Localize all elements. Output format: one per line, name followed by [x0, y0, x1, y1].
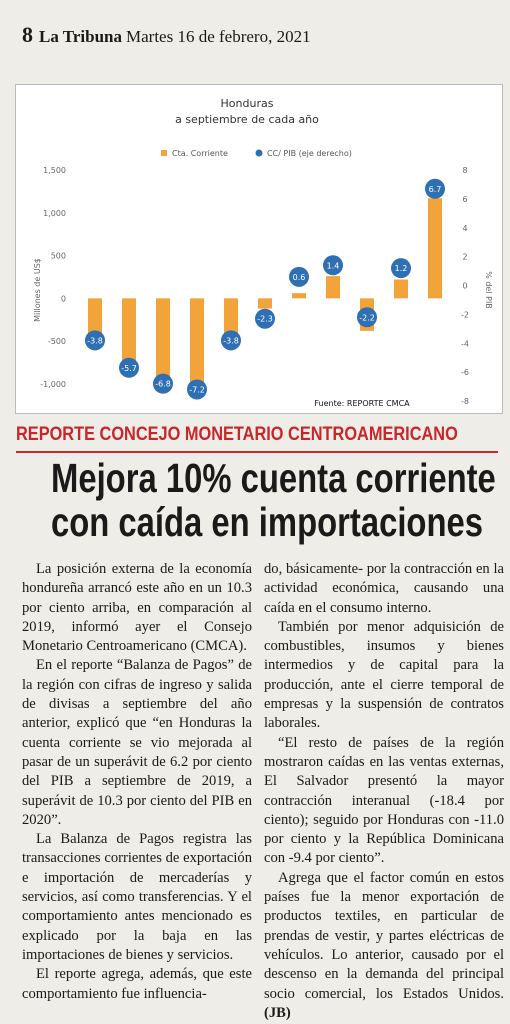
paragraph-text: También por menor adquisición de combust…	[264, 618, 504, 732]
y2-tick-label: 8	[462, 166, 467, 175]
point-label: 1.2	[395, 264, 408, 273]
headline: Mejora 10% cuenta corriente con caída en…	[0, 456, 510, 544]
source: Fuente: REPORTE CMCA	[314, 399, 410, 408]
paper-name: La Tribuna	[39, 27, 122, 46]
y-tick-label: 0	[61, 294, 66, 303]
point-label: -7.2	[189, 385, 205, 394]
legend-swatch	[161, 150, 167, 156]
paragraph-text: El reporte agrega, además, que este comp…	[22, 966, 252, 1002]
paragraph-text: La posición externa de la economía hondu…	[22, 561, 252, 655]
point	[255, 308, 275, 329]
point	[153, 373, 173, 394]
point	[119, 357, 139, 378]
y-tick-label: 1,500	[43, 166, 66, 175]
paragraph-text: La Balanza de Pagos registra las transac…	[22, 831, 252, 963]
legend-label: Cta. Corriente	[172, 149, 228, 158]
chart-title: Honduras	[221, 97, 274, 110]
point	[85, 330, 105, 351]
bar	[326, 276, 340, 299]
y2-tick-label: 2	[462, 253, 467, 262]
paragraph-text: do, básicamente- por la contracción en l…	[264, 561, 504, 616]
paragraph: También por menor adquisición de combust…	[264, 618, 504, 734]
y-tick-label: -500	[48, 337, 66, 346]
paragraph: En el reporte “Balanza de Pagos” de la r…	[22, 656, 252, 830]
y-axis-label: Millones de US$	[33, 258, 42, 322]
point-label: 1.4	[327, 261, 340, 270]
headline-line: Mejora 10% cuenta corriente	[51, 455, 496, 501]
point	[221, 330, 241, 351]
point	[391, 258, 411, 279]
paragraph: Agrega que el factor común en estos país…	[264, 869, 504, 1023]
y2-axis-label: % del PIB	[484, 271, 493, 309]
legend-label: CC/ PIB (eje derecho)	[267, 149, 352, 158]
bar	[292, 293, 306, 299]
y-tick-label: -1,000	[40, 380, 66, 389]
legend-swatch	[255, 149, 263, 157]
point-label: -6.8	[155, 380, 171, 389]
paragraph: El reporte agrega, además, que este comp…	[22, 965, 252, 1004]
point	[187, 379, 207, 400]
bar	[122, 298, 136, 372]
point-label: -3.8	[87, 336, 103, 345]
point-label: -2.2	[359, 313, 375, 322]
paragraph-text: En el reporte “Balanza de Pagos” de la r…	[22, 657, 252, 828]
point	[357, 307, 377, 328]
point	[289, 266, 309, 287]
y2-tick-label: 4	[462, 224, 467, 233]
y2-tick-label: -6	[461, 368, 469, 377]
column: La posición externa de la economía hondu…	[22, 560, 252, 1024]
paragraph: La Balanza de Pagos registra las transac…	[22, 830, 252, 965]
kicker: REPORTE CONCEJO MONETARIO CENTROAMERICAN…	[16, 424, 458, 445]
point-label: 6.7	[429, 185, 442, 194]
bar	[88, 298, 102, 340]
point	[425, 178, 445, 199]
chart-box: Honduras a septiembre de cada año Cta. Cor…	[15, 84, 503, 414]
y2-tick-label: 6	[462, 195, 467, 204]
chart: Honduras a septiembre de cada año Cta. Cor…	[33, 97, 493, 408]
paragraph: do, básicamente- por la contracción en l…	[264, 560, 504, 618]
point-label: -3.8	[223, 336, 239, 345]
bar	[258, 298, 272, 309]
chart-title: a septiembre de cada año	[175, 113, 319, 126]
byline: (JB)	[264, 1004, 291, 1021]
y2-tick-label: -4	[461, 339, 469, 348]
paragraph-text: Agrega que el factor común en estos país…	[264, 869, 504, 1002]
bar	[190, 298, 204, 397]
kicker-rule	[16, 451, 498, 453]
y-tick-label: 1,000	[43, 209, 66, 218]
y2-tick-label: -8	[461, 397, 469, 406]
paragraph-text: “El resto de países de la región mostrar…	[264, 734, 504, 867]
bar	[394, 279, 408, 299]
headline-line: con caída en importaciones	[51, 499, 483, 545]
y-tick-label: 500	[51, 252, 66, 261]
paragraph: La posición externa de la economía hondu…	[22, 560, 252, 656]
bar	[156, 298, 170, 386]
paragraph: “El resto de países de la región mostrar…	[264, 734, 504, 869]
point	[323, 255, 343, 276]
date: Martes 16 de febrero, 2021	[126, 27, 311, 46]
y2-tick-label: 0	[462, 282, 467, 291]
point-label: -5.7	[121, 364, 137, 373]
y2-tick-label: -2	[461, 310, 469, 319]
point-label: -2.3	[257, 315, 273, 324]
bar	[428, 198, 442, 299]
page-number: 8	[22, 22, 33, 47]
point-label: 0.6	[293, 273, 306, 282]
column: do, básicamente- por la contracción en l…	[264, 560, 504, 1024]
page-header: 8 La Tribuna Martes 16 de febrero, 2021	[22, 22, 311, 48]
